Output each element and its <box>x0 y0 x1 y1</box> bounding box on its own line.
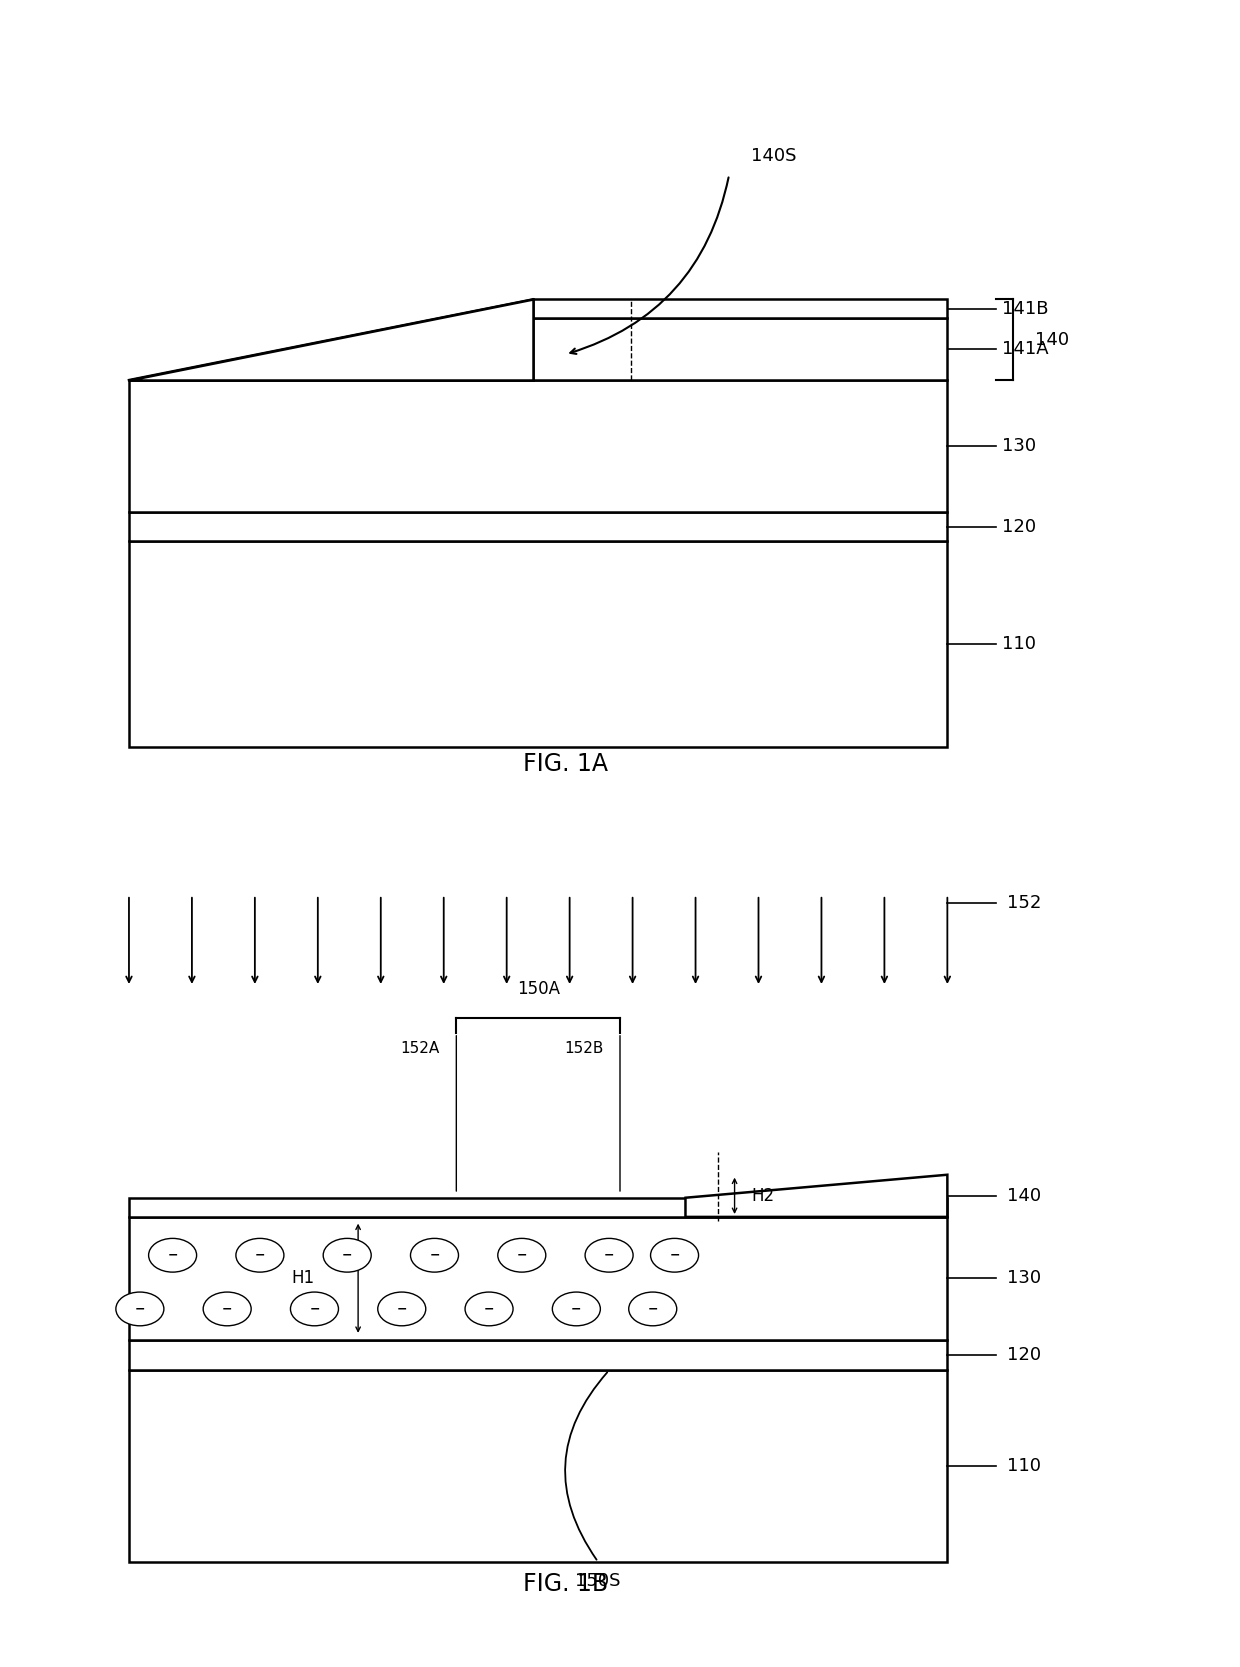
Bar <box>129 380 947 512</box>
Circle shape <box>629 1292 677 1325</box>
Text: −: − <box>572 1302 582 1315</box>
Text: 120: 120 <box>1002 518 1037 535</box>
Circle shape <box>552 1292 600 1325</box>
Circle shape <box>203 1292 252 1325</box>
Text: 120: 120 <box>1007 1345 1042 1364</box>
Text: 140S: 140S <box>751 147 796 165</box>
Text: H2: H2 <box>751 1187 774 1205</box>
Text: H1: H1 <box>291 1269 315 1287</box>
Bar <box>129 512 947 542</box>
Text: 150S: 150S <box>575 1572 621 1590</box>
Text: −: − <box>670 1249 680 1262</box>
Text: −: − <box>397 1302 407 1315</box>
Circle shape <box>497 1239 546 1272</box>
Text: −: − <box>135 1302 145 1315</box>
Text: −: − <box>254 1249 265 1262</box>
Text: FIG. 1B: FIG. 1B <box>523 1572 608 1597</box>
Circle shape <box>585 1239 634 1272</box>
Text: 150A: 150A <box>517 980 559 999</box>
Text: −: − <box>167 1249 177 1262</box>
Bar <box>129 1370 947 1562</box>
Circle shape <box>149 1239 197 1272</box>
Circle shape <box>465 1292 513 1325</box>
Text: 141B: 141B <box>1002 300 1048 318</box>
Text: 152B: 152B <box>564 1040 604 1055</box>
Text: FIG. 1A: FIG. 1A <box>523 752 608 777</box>
Circle shape <box>410 1239 459 1272</box>
Text: −: − <box>309 1302 320 1315</box>
Bar <box>129 1197 947 1217</box>
Text: −: − <box>429 1249 440 1262</box>
Bar <box>129 1217 947 1340</box>
Bar <box>129 1340 947 1370</box>
Polygon shape <box>129 300 533 380</box>
Text: 110: 110 <box>1002 635 1035 653</box>
Bar <box>533 318 947 380</box>
Text: 130: 130 <box>1002 437 1037 455</box>
Text: 140: 140 <box>1034 330 1069 348</box>
Text: −: − <box>517 1249 527 1262</box>
Circle shape <box>236 1239 284 1272</box>
Text: 152A: 152A <box>401 1040 440 1055</box>
Circle shape <box>290 1292 339 1325</box>
Text: −: − <box>604 1249 614 1262</box>
Text: −: − <box>342 1249 352 1262</box>
Polygon shape <box>686 1175 947 1217</box>
Text: 141A: 141A <box>1002 340 1049 358</box>
Text: 110: 110 <box>1007 1457 1042 1475</box>
Text: 140: 140 <box>1007 1187 1042 1205</box>
Circle shape <box>115 1292 164 1325</box>
Bar <box>533 300 947 318</box>
Text: 152: 152 <box>1007 894 1042 912</box>
Text: −: − <box>222 1302 232 1315</box>
Text: −: − <box>647 1302 658 1315</box>
Text: 130: 130 <box>1007 1269 1042 1287</box>
Circle shape <box>651 1239 698 1272</box>
Circle shape <box>378 1292 425 1325</box>
Circle shape <box>324 1239 371 1272</box>
Text: −: − <box>484 1302 495 1315</box>
Bar <box>129 542 947 747</box>
